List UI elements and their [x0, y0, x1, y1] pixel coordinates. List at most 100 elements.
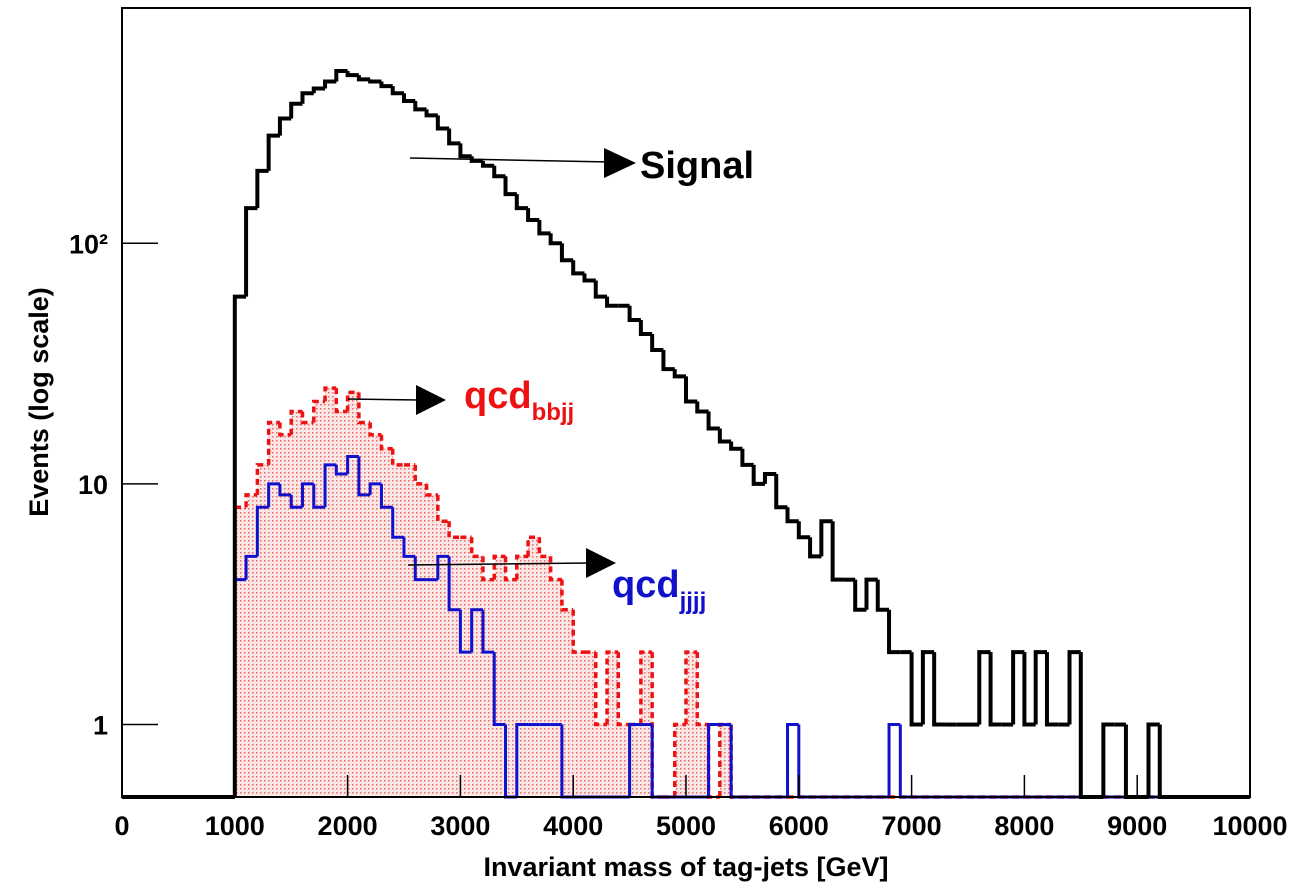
x-tick-label: 1000: [205, 811, 265, 841]
bin-fill: [674, 724, 686, 797]
bin-fill: [686, 652, 698, 797]
bin: [616, 652, 630, 727]
y-tick-label: 10²: [69, 229, 108, 259]
bin: [255, 463, 269, 495]
bin: [537, 219, 551, 236]
annotation-text: qcd: [612, 564, 680, 606]
bin: [368, 79, 382, 84]
bin: [402, 93, 416, 104]
bin: [515, 723, 529, 797]
bin: [300, 411, 314, 425]
bin-fill: [234, 507, 247, 797]
bin-fill: [561, 609, 574, 797]
bin: [1123, 724, 1138, 799]
bin-fill: [471, 556, 483, 797]
bin-fill: [279, 434, 292, 797]
bin: [1078, 652, 1093, 799]
x-tick-label: 5000: [656, 811, 716, 841]
bin: [436, 494, 450, 523]
bin: [717, 428, 732, 444]
bin-fill: [460, 537, 472, 797]
bin: [1101, 722, 1115, 797]
bin: [424, 483, 438, 497]
y-axis-label: Events (log scale): [24, 287, 54, 517]
bin: [638, 319, 653, 336]
annotation-sub: bbjj: [532, 399, 575, 426]
bin: [492, 554, 506, 580]
bin: [672, 369, 686, 379]
bin-fill: [313, 401, 326, 797]
bin: [1157, 724, 1172, 799]
bin-fill: [494, 556, 506, 797]
bin-fill: [358, 422, 371, 797]
bin: [830, 521, 844, 582]
bin: [751, 464, 765, 486]
bin: [267, 482, 280, 508]
bin: [594, 652, 608, 727]
bin: [706, 411, 720, 431]
bin: [481, 609, 495, 654]
bin: [311, 86, 326, 94]
bin: [289, 101, 303, 119]
bin: [402, 537, 416, 558]
bin: [559, 243, 574, 263]
annotation: Signal: [640, 145, 754, 187]
arrow-heads: [416, 148, 636, 578]
bin: [323, 79, 337, 89]
annotation-text: qcd: [464, 375, 532, 417]
annotation-sub: jjjj: [679, 588, 707, 615]
bin: [515, 554, 529, 580]
bin: [244, 554, 258, 580]
x-tick-label: 3000: [430, 811, 490, 841]
bin: [278, 483, 292, 497]
bin: [413, 464, 427, 486]
bin: [447, 556, 461, 612]
bin-fill: [268, 422, 280, 797]
bin: [605, 650, 619, 725]
bin: [255, 505, 269, 557]
bin: [481, 556, 495, 582]
bin: [356, 75, 371, 82]
bin-fill: [528, 537, 540, 797]
bin-fill: [505, 579, 517, 797]
bin: [887, 723, 901, 797]
x-tick-label: 0: [114, 811, 129, 841]
bin: [684, 650, 698, 725]
x-axis-label: Invariant mass of tag-jets [GeV]: [483, 852, 888, 882]
bin-fill: [449, 537, 461, 797]
bin-fill: [629, 724, 641, 797]
bin: [312, 399, 326, 423]
bin: [391, 507, 404, 539]
bin: [650, 333, 664, 353]
bin-fill: [618, 724, 630, 797]
bin: [435, 115, 450, 131]
bin: [277, 116, 292, 136]
y-tick-label: 1: [93, 711, 108, 741]
bin-fill: [437, 521, 450, 797]
bin-fill: [415, 483, 427, 797]
bin: [672, 722, 686, 797]
bin: [1067, 650, 1081, 725]
bin: [786, 723, 799, 797]
y-tick-label: 10: [78, 470, 108, 500]
bin: [266, 420, 280, 465]
bin-fill: [392, 464, 404, 797]
bin: [469, 156, 483, 163]
bin: [977, 650, 991, 725]
bin: [413, 556, 427, 582]
bin-fill: [381, 448, 393, 797]
bin: [729, 441, 743, 451]
bin: [571, 260, 585, 276]
bin: [413, 101, 427, 112]
bin: [1022, 652, 1036, 727]
bin: [808, 537, 822, 559]
bin: [244, 206, 258, 297]
bin: [707, 723, 720, 797]
bin: [503, 556, 517, 582]
bin: [300, 91, 314, 104]
bin-fill: [595, 724, 608, 797]
bin: [458, 609, 472, 654]
bin: [537, 537, 551, 559]
bin: [774, 473, 788, 510]
bin: [244, 493, 258, 508]
